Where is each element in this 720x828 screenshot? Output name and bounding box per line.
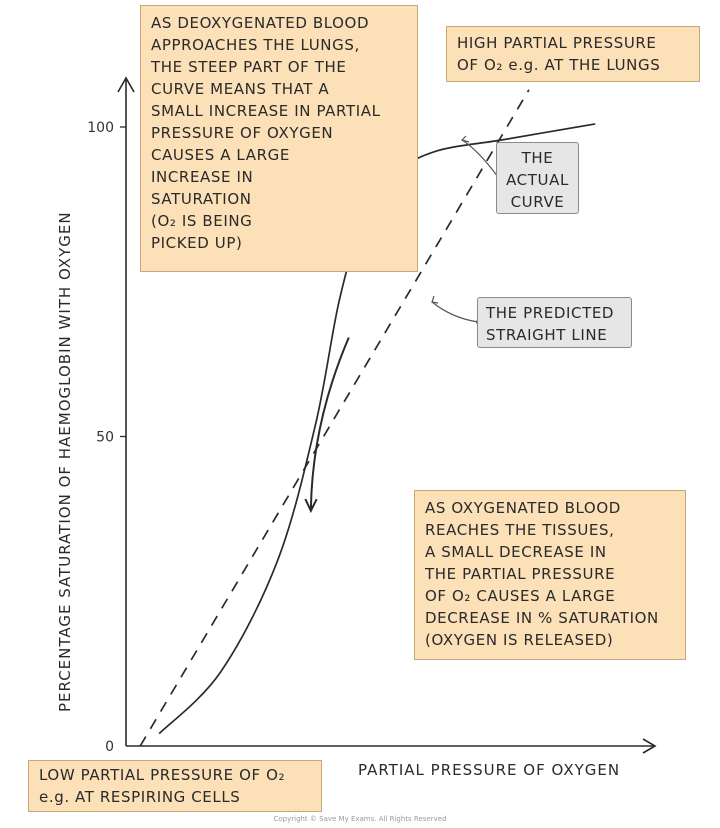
- note-deoxygenated-blood: AS DEOXYGENATED BLOOD APPROACHES THE LUN…: [140, 5, 418, 272]
- y-tick-label: 50: [96, 430, 114, 446]
- note-line: THE STEEP PART OF THE: [151, 58, 347, 76]
- x-axis-title: PARTIAL PRESSURE OF OXYGEN: [358, 761, 620, 779]
- callout-actual-curve: THE ACTUAL CURVE: [496, 142, 579, 214]
- note-high-partial-pressure: HIGH PARTIAL PRESSURE OF O₂ e.g. AT THE …: [446, 26, 700, 82]
- note-low-partial-pressure: LOW PARTIAL PRESSURE OF O₂ e.g. AT RESPI…: [28, 760, 322, 812]
- note-line: SMALL INCREASE IN PARTIAL: [151, 102, 381, 120]
- note-line: INCREASE IN: [151, 168, 254, 186]
- callout-line: CURVE: [510, 193, 565, 211]
- predicted-straight-line: [139, 89, 530, 747]
- note-line: A SMALL DECREASE IN: [425, 543, 607, 561]
- note-line: PICKED UP): [151, 234, 243, 252]
- y-tick-label: 100: [87, 120, 114, 136]
- direction-arrowhead: [304, 498, 318, 514]
- note-line: LOW PARTIAL PRESSURE OF O₂: [39, 766, 286, 784]
- predicted-line-leader: [431, 301, 479, 323]
- tick-layer: 0 50 100: [87, 120, 126, 755]
- note-line: HIGH PARTIAL PRESSURE: [457, 34, 657, 52]
- actual-curve-line: [158, 123, 596, 735]
- note-line: e.g. AT RESPIRING CELLS: [39, 788, 241, 806]
- series-layer: [139, 89, 596, 747]
- note-line: SATURATION: [151, 190, 252, 208]
- note-line: AS OXYGENATED BLOOD: [425, 499, 621, 517]
- callout-line: ACTUAL: [506, 171, 569, 189]
- copyright-footer: Copyright © Save My Exams. All Rights Re…: [273, 815, 447, 823]
- leader-lines: [431, 135, 500, 324]
- callout-line: THE: [521, 149, 554, 167]
- note-line: REACHES THE TISSUES,: [425, 521, 615, 539]
- note-oxygenated-blood: AS OXYGENATED BLOOD REACHES THE TISSUES,…: [414, 490, 686, 660]
- y-axis-arrowhead: [117, 76, 135, 93]
- note-line: AS DEOXYGENATED BLOOD: [151, 14, 370, 32]
- note-line: OF O₂ CAUSES A LARGE: [425, 587, 616, 605]
- callout-predicted-line: THE PREDICTED STRAIGHT LINE: [477, 297, 632, 348]
- note-line: CURVE MEANS THAT A: [151, 80, 330, 98]
- predicted-line-leader-tip: [431, 295, 439, 304]
- actual-curve-leader-tip: [460, 135, 470, 143]
- y-axis-title: PERCENTAGE SATURATION OF HAEMOGLOBIN WIT…: [56, 211, 74, 712]
- y-tick-label: 0: [105, 739, 114, 755]
- actual-curve-leader: [461, 139, 499, 178]
- note-line: CAUSES A LARGE: [151, 146, 290, 164]
- note-line: THE PARTIAL PRESSURE: [425, 565, 616, 583]
- direction-arrow: [309, 337, 350, 511]
- note-line: DECREASE IN % SATURATION: [425, 609, 659, 627]
- note-line: APPROACHES THE LUNGS,: [151, 36, 360, 54]
- note-line: (O₂ IS BEING: [151, 212, 253, 230]
- x-axis-arrowhead: [642, 738, 657, 754]
- note-line: (OXYGEN IS RELEASED): [425, 631, 614, 649]
- note-line: OF O₂ e.g. AT THE LUNGS: [457, 56, 661, 74]
- axes: [117, 76, 657, 754]
- callout-line: THE PREDICTED: [486, 304, 615, 322]
- callout-line: STRAIGHT LINE: [486, 326, 608, 344]
- note-line: PRESSURE OF OXYGEN: [151, 124, 334, 142]
